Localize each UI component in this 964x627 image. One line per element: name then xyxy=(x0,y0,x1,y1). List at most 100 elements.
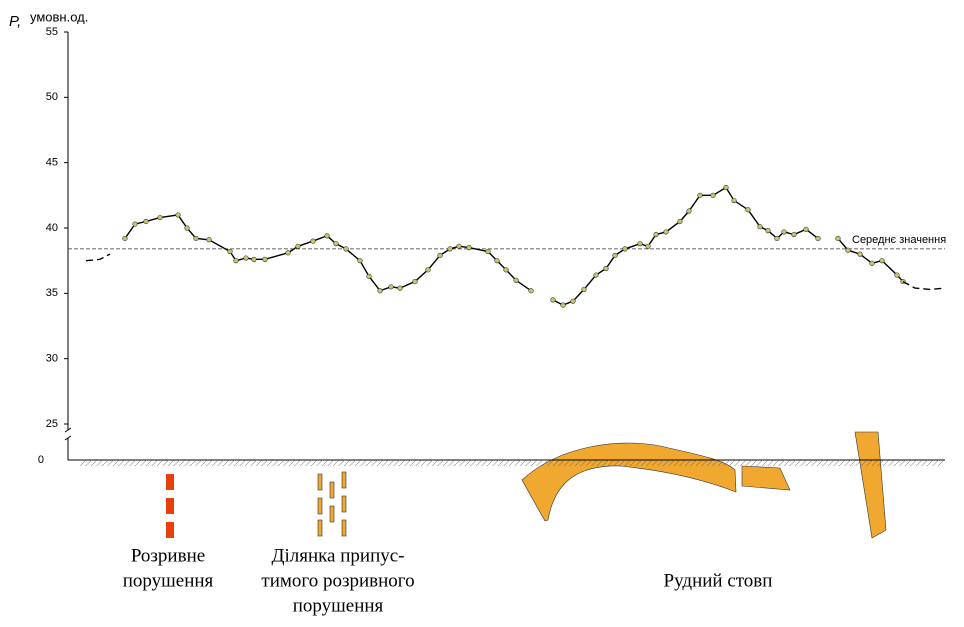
data-point xyxy=(804,227,809,232)
hatch xyxy=(344,460,350,466)
hatch xyxy=(526,460,532,466)
series-line xyxy=(125,187,903,305)
hatch xyxy=(163,460,169,466)
data-point xyxy=(880,258,885,263)
data-point xyxy=(263,257,268,262)
hatch xyxy=(801,460,807,466)
fault-mark xyxy=(166,498,174,514)
data-point xyxy=(594,273,599,278)
hatch xyxy=(141,460,147,466)
hatch xyxy=(174,460,180,466)
data-point xyxy=(234,258,239,263)
hatch xyxy=(427,460,433,466)
hatch xyxy=(394,460,400,466)
hatch xyxy=(372,460,378,466)
data-point xyxy=(613,253,618,258)
hatch xyxy=(768,460,774,466)
geology-shapes xyxy=(166,432,886,538)
hatch xyxy=(828,460,834,466)
data-point xyxy=(782,230,787,235)
hatch xyxy=(295,460,301,466)
data-point xyxy=(895,273,900,278)
hatch xyxy=(361,460,367,466)
hatch xyxy=(405,460,411,466)
hatch xyxy=(839,460,845,466)
hatch xyxy=(454,460,460,466)
data-point xyxy=(311,239,316,244)
hatch xyxy=(465,460,471,466)
hatch xyxy=(256,460,262,466)
hatch xyxy=(812,460,818,466)
hatch xyxy=(284,460,290,466)
hatch xyxy=(504,460,510,466)
hatch xyxy=(267,460,273,466)
data-point xyxy=(836,236,841,241)
data-point xyxy=(604,266,609,271)
hatch xyxy=(757,460,763,466)
hatch xyxy=(845,460,851,466)
hatch xyxy=(113,460,119,466)
ore-body xyxy=(522,443,736,521)
fault-mark xyxy=(166,474,174,490)
data-point xyxy=(678,219,683,224)
data-point xyxy=(334,241,339,246)
data-point xyxy=(244,256,249,261)
data-point xyxy=(646,244,651,249)
hatch xyxy=(135,460,141,466)
hatch xyxy=(91,460,97,466)
hatch xyxy=(377,460,383,466)
data-point xyxy=(687,209,692,214)
hatch xyxy=(196,460,202,466)
hatch xyxy=(762,460,768,466)
hatch xyxy=(790,460,796,466)
data-point xyxy=(286,251,291,256)
data-point xyxy=(486,249,491,254)
annotation: Ділянка припус- xyxy=(271,545,404,566)
hatch xyxy=(482,460,488,466)
hatch xyxy=(410,460,416,466)
data-point xyxy=(571,299,576,304)
data-point xyxy=(194,236,199,241)
data-point xyxy=(711,193,716,198)
hatch xyxy=(476,460,482,466)
hatch xyxy=(449,460,455,466)
mean-label: Середнє значення xyxy=(852,234,946,246)
ore-body xyxy=(855,432,886,538)
hatch xyxy=(773,460,779,466)
hatch xyxy=(300,460,306,466)
hatch xyxy=(218,460,224,466)
hatch xyxy=(740,460,746,466)
hatch xyxy=(212,460,218,466)
annotation: порушення xyxy=(293,595,384,616)
data-point xyxy=(664,230,669,235)
data-point xyxy=(325,234,330,239)
data-point xyxy=(504,268,509,273)
hatch xyxy=(157,460,163,466)
hatch xyxy=(262,460,268,466)
annotation: порушення xyxy=(123,570,214,591)
hatch xyxy=(900,460,906,466)
hatch xyxy=(916,460,922,466)
data-point xyxy=(398,286,403,291)
y-tick-label: 35 xyxy=(46,287,58,299)
hatch xyxy=(894,460,900,466)
data-point xyxy=(514,278,519,283)
data-point xyxy=(846,248,851,253)
hatch xyxy=(823,460,829,466)
data-point xyxy=(185,226,190,231)
data-point xyxy=(426,268,431,273)
hatch xyxy=(795,460,801,466)
annotation: Розривне xyxy=(131,545,205,566)
hatch xyxy=(509,460,515,466)
data-point xyxy=(766,228,771,233)
data-point xyxy=(529,288,534,293)
hatch xyxy=(355,460,361,466)
hatch xyxy=(735,460,741,466)
hatch xyxy=(124,460,130,466)
y-tick-label: 25 xyxy=(46,418,58,430)
data-point xyxy=(698,193,703,198)
hatch xyxy=(179,460,185,466)
data-point xyxy=(551,298,556,303)
hatch xyxy=(729,460,735,466)
data-point xyxy=(495,258,500,263)
